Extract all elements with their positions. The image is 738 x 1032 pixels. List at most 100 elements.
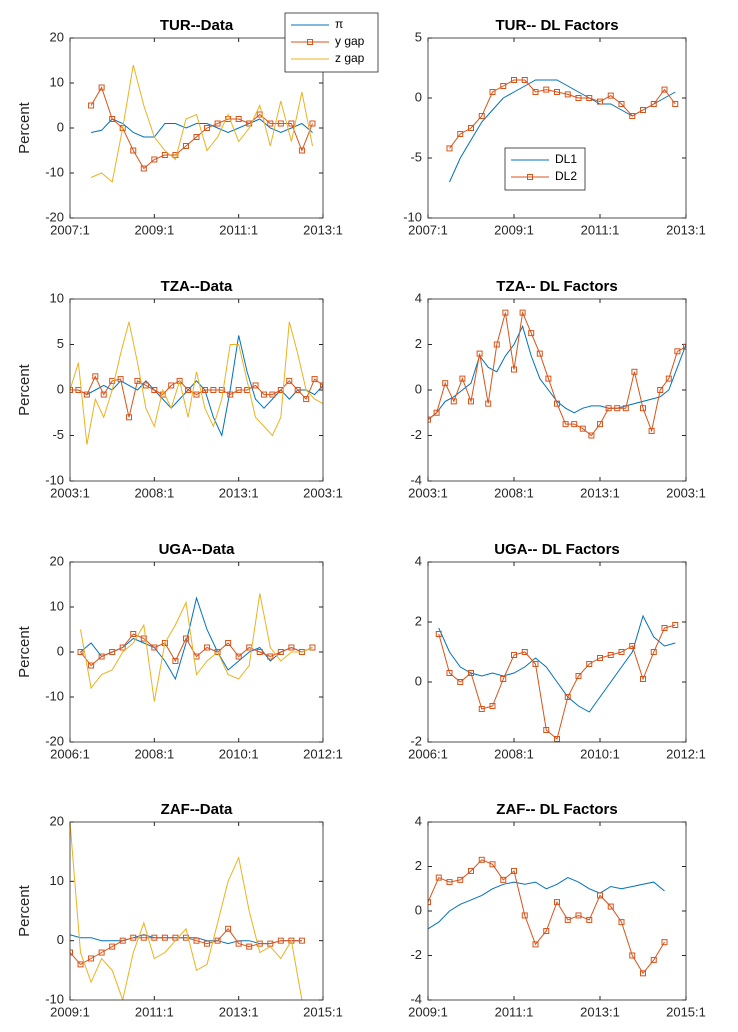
series-line (438, 614, 676, 713)
marker (521, 912, 528, 919)
marker (511, 77, 517, 83)
marker (605, 405, 612, 412)
panel: UGA--Data Percent -20 -10 0 10 20 2006:1 2008:1 2… (16, 541, 343, 761)
marker (607, 903, 614, 910)
marker (489, 89, 496, 95)
y-tick-label: -5 (410, 149, 422, 164)
marker (260, 391, 267, 398)
y-tick-label: 0 (57, 643, 64, 658)
panel: UGA-- DL Factors -2 0 2 4 2006:1 2008:1 2010:1 2… (408, 541, 706, 761)
plot-area (428, 299, 686, 481)
marker (571, 421, 578, 428)
series-line (80, 633, 313, 667)
y-tick-label: -10 (45, 472, 64, 487)
panel: TZA--Data Percent -10 -5 0 5 10 2003:1 2008:1 201… (16, 278, 343, 500)
marker (98, 653, 105, 660)
y-tick-label: -10 (403, 209, 422, 224)
axes-box (427, 298, 687, 482)
marker (235, 653, 242, 660)
marker (597, 892, 603, 899)
marker (597, 98, 603, 105)
marker (446, 145, 453, 152)
marker (543, 86, 550, 93)
y-tick-label: -4 (410, 991, 422, 1006)
marker (235, 387, 242, 393)
marker (182, 143, 189, 149)
marker (193, 937, 200, 944)
legend-label: z gap (335, 51, 365, 65)
x-tick-label: 2015:1 (303, 1004, 343, 1019)
marker (478, 113, 485, 119)
y-tick-label: 10 (50, 873, 64, 888)
marker (130, 934, 137, 941)
marker (176, 377, 183, 384)
legend-box (504, 147, 586, 191)
marker (674, 348, 681, 355)
marker (117, 376, 124, 383)
y-tick-label: 10 (50, 74, 64, 89)
marker (214, 649, 221, 655)
x-tick-label: 2009:1 (134, 222, 174, 237)
marker (554, 736, 560, 742)
marker (70, 949, 73, 956)
data-layer (435, 614, 679, 742)
y-tick-label: 0 (415, 381, 422, 396)
series-line (428, 859, 665, 975)
marker (151, 156, 158, 163)
panel-title: UGA--Data (159, 541, 235, 558)
x-tick-label: 2003:1 (666, 485, 706, 500)
x-tick-label: 2013:1 (303, 222, 343, 237)
series-line (70, 822, 303, 1000)
marker (468, 125, 474, 131)
marker (485, 400, 492, 407)
marker (640, 970, 646, 977)
marker (303, 396, 310, 403)
y-tick-label: 5 (57, 336, 64, 351)
panel-title: ZAF--Data (161, 801, 233, 818)
marker (277, 649, 284, 655)
plot-area (428, 822, 686, 1000)
marker (528, 330, 535, 337)
data-layer (70, 321, 323, 445)
marker (294, 387, 301, 393)
marker (428, 899, 431, 906)
y-tick-label: 20 (50, 813, 64, 828)
marker (119, 937, 126, 944)
series-line (70, 375, 323, 418)
marker (457, 679, 464, 685)
marker (77, 649, 84, 655)
y-tick-label: 20 (50, 29, 64, 44)
series-line (90, 64, 313, 183)
y-tick-label: -10 (45, 688, 64, 703)
y-tick-label: 2 (415, 613, 422, 628)
series-line (80, 593, 313, 702)
y-tick-label: -10 (45, 164, 64, 179)
marker (142, 382, 149, 389)
marker (575, 673, 582, 679)
y-axis-label: Percent (16, 363, 33, 416)
marker (650, 956, 657, 963)
axes-box (69, 821, 324, 1001)
marker (631, 368, 638, 375)
panel-title: UGA-- DL Factors (494, 541, 620, 558)
marker (161, 934, 168, 941)
x-tick-label: 2013:1 (219, 485, 259, 500)
series-line (70, 927, 302, 966)
marker (575, 95, 582, 101)
marker (446, 670, 453, 676)
marker (98, 84, 105, 91)
x-tick-label: 2011:1 (219, 222, 258, 237)
y-tick-label: -2 (410, 947, 422, 962)
y-axis-label: Percent (16, 625, 33, 678)
x-tick-label: 2008:1 (134, 485, 174, 500)
marker (214, 937, 221, 944)
marker (554, 400, 560, 407)
marker (629, 643, 636, 649)
marker (457, 876, 464, 883)
marker (168, 382, 175, 389)
x-tick-label: 2006:1 (408, 746, 448, 761)
marker (575, 912, 582, 919)
x-tick-label: 2012:1 (303, 746, 343, 761)
marker (227, 391, 234, 398)
